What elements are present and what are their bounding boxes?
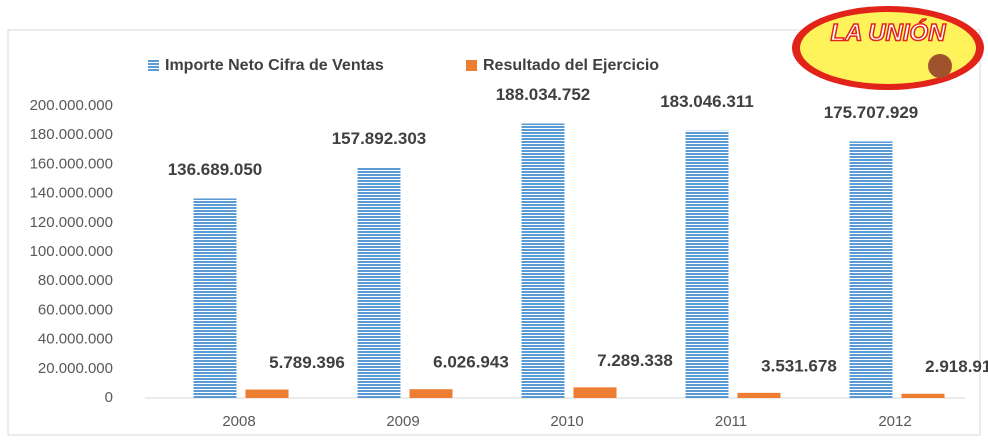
- data-label: 183.046.311: [660, 92, 754, 111]
- x-tick-label: 2010: [550, 413, 583, 430]
- bar: [573, 387, 617, 398]
- x-tick-label: 2008: [222, 413, 255, 430]
- logo: LA UNIÓN: [792, 6, 984, 90]
- y-tick-label: 100.000.000: [30, 243, 113, 260]
- bar: [521, 123, 565, 398]
- bar: [357, 167, 401, 398]
- y-tick-label: 200.000.000: [30, 97, 113, 114]
- data-label: 136.689.050: [168, 160, 263, 179]
- chart-border: [7, 29, 981, 436]
- bar: [685, 130, 729, 398]
- data-label: 5.789.396: [269, 353, 345, 372]
- bar: [901, 393, 945, 398]
- legend-swatch: [466, 60, 477, 71]
- y-tick-label: 60.000.000: [38, 301, 113, 318]
- data-label: 7.289.338: [597, 351, 673, 370]
- data-label: 157.892.303: [332, 129, 427, 148]
- data-label: 188.034.752: [496, 85, 591, 104]
- legend-swatch: [148, 60, 159, 71]
- data-label: 175.707.929: [824, 103, 919, 122]
- bar: [245, 389, 289, 398]
- y-tick-label: 160.000.000: [30, 155, 113, 172]
- bar: [849, 141, 893, 398]
- legend-label: Importe Neto Cifra de Ventas: [165, 57, 384, 74]
- y-tick-label: 20.000.000: [38, 360, 113, 377]
- bar: [409, 389, 453, 398]
- x-tick-label: 2009: [386, 413, 419, 430]
- y-tick-label: 40.000.000: [38, 331, 113, 348]
- y-tick-label: 140.000.000: [30, 185, 113, 202]
- legend-label: Resultado del Ejercicio: [483, 57, 659, 74]
- data-label: 3.531.678: [761, 356, 837, 375]
- y-tick-label: 0: [105, 389, 113, 406]
- y-tick-label: 180.000.000: [30, 126, 113, 143]
- logo-squirrel: [928, 54, 952, 78]
- bar: [193, 198, 237, 398]
- data-label: 2.918.912: [925, 357, 988, 376]
- data-label: 6.026.943: [433, 353, 509, 372]
- y-tick-label: 120.000.000: [30, 214, 113, 231]
- logo-text: LA UNIÓN: [830, 18, 946, 46]
- x-tick-label: 2011: [715, 413, 747, 430]
- y-tick-label: 80.000.000: [38, 272, 113, 289]
- bar: [737, 392, 781, 398]
- x-tick-label: 2012: [878, 413, 911, 430]
